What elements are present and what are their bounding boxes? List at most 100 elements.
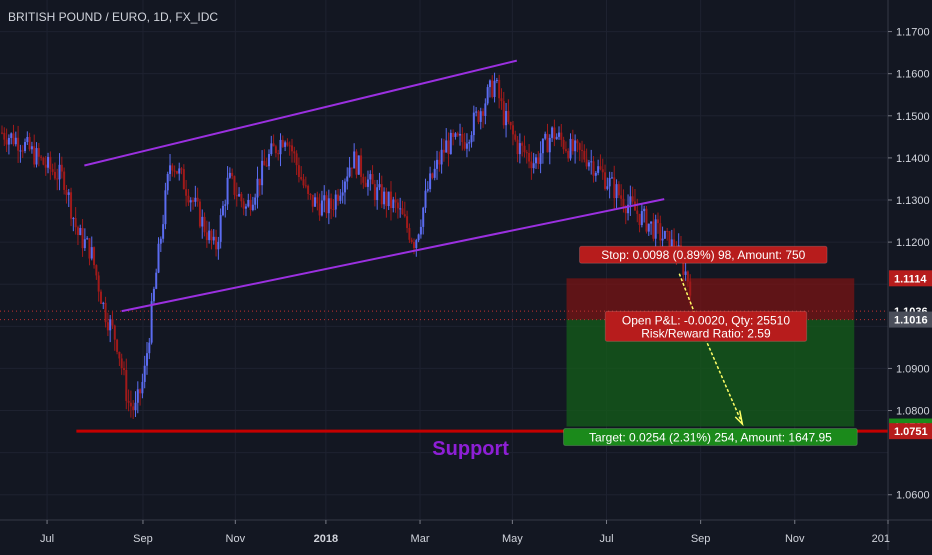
candle-body — [337, 194, 340, 201]
candle-body — [555, 136, 558, 140]
candle-body — [673, 239, 676, 252]
candle-body — [35, 148, 38, 165]
candle-body — [76, 227, 79, 236]
candle-body — [263, 160, 266, 166]
candle-body — [14, 137, 17, 145]
candle-body — [304, 185, 307, 187]
candle-body — [12, 133, 15, 145]
candle-body — [139, 389, 142, 394]
candle-body — [558, 132, 561, 137]
candle-body — [495, 80, 498, 82]
candle-body — [242, 201, 245, 209]
candle-body — [47, 156, 50, 168]
candle-body — [134, 402, 137, 411]
candle-body — [583, 150, 586, 160]
candle-body — [79, 228, 82, 236]
time-tick-label: Jul — [599, 533, 613, 545]
candle-body — [70, 192, 73, 219]
candle-body — [629, 196, 632, 205]
candle-body — [155, 272, 158, 289]
candle-body — [208, 230, 211, 241]
candle-body — [348, 167, 351, 177]
candle-body — [417, 234, 420, 241]
candle-body — [272, 143, 275, 147]
candle-body — [267, 154, 270, 167]
candle-body — [254, 197, 257, 205]
candle-body — [346, 176, 349, 182]
candle-body — [150, 301, 153, 343]
candle-body — [279, 139, 282, 155]
candle-body — [194, 197, 197, 202]
candle-body — [431, 173, 434, 178]
candle-body — [307, 185, 310, 194]
candle-body — [362, 176, 365, 183]
candle-body — [132, 406, 135, 411]
candle-body — [553, 127, 556, 140]
candle-body — [320, 200, 323, 216]
candle-body — [10, 133, 13, 138]
candle-body — [652, 221, 655, 239]
price-tick-label: 1.0800 — [896, 406, 930, 418]
candle-body — [378, 184, 381, 188]
candle-body — [470, 135, 473, 143]
candle-body — [201, 216, 204, 227]
candle-body — [518, 143, 521, 155]
candle-body — [415, 240, 418, 249]
candle-body — [141, 381, 144, 394]
price-tag-label: 1.1114 — [894, 273, 927, 285]
pnl-label-box — [604, 310, 808, 342]
candle-body — [238, 193, 241, 197]
candle-body — [178, 168, 181, 174]
candle-body — [371, 174, 374, 185]
price-tick-label: 1.1700 — [896, 27, 930, 39]
price-tick-label: 1.1200 — [896, 237, 930, 249]
candle-body — [569, 138, 572, 159]
candle-body — [479, 111, 482, 122]
candle-body — [109, 319, 112, 331]
candle-body — [659, 223, 662, 241]
candle-body — [37, 148, 40, 157]
candle-body — [249, 199, 252, 211]
candle-body — [617, 184, 620, 196]
projection-arrow — [678, 273, 744, 425]
candle-body — [295, 153, 298, 166]
candle-body — [104, 302, 107, 323]
candle-body — [166, 173, 169, 191]
candle-body — [452, 132, 455, 137]
candle-body — [663, 231, 666, 239]
candle-body — [316, 197, 319, 204]
candle-body — [297, 165, 300, 178]
candle-body — [567, 150, 570, 159]
candle-body — [594, 172, 597, 176]
pnl-label-text: Open P&L: -0.0020, Qty: 25510 — [622, 313, 790, 327]
candle-body — [590, 161, 593, 163]
candle-body — [537, 157, 540, 164]
candle-body — [385, 191, 388, 207]
candle-body — [433, 168, 436, 178]
candle-body — [171, 165, 174, 171]
candle-body — [357, 155, 360, 175]
candle-body — [205, 232, 208, 241]
candle-body — [638, 213, 641, 225]
candle-body — [571, 138, 574, 152]
candle-body — [95, 265, 98, 276]
candle-body — [353, 151, 356, 169]
candle-body — [429, 173, 432, 190]
price-tick-label: 1.1600 — [896, 69, 930, 81]
candle-body — [465, 143, 468, 149]
price-tick-label: 1.1500 — [896, 111, 930, 123]
labels-layer: Support Stop: 0.0098 (0.89%) 98, Amount: … — [432, 245, 858, 460]
candle-body — [502, 101, 505, 126]
candle-body — [122, 368, 125, 370]
candle-body — [350, 167, 353, 169]
candle-body — [203, 216, 206, 233]
candle-body — [93, 247, 96, 266]
candle-body — [410, 239, 413, 242]
candle-body — [120, 358, 123, 369]
candle-body — [401, 208, 404, 215]
candle-body — [684, 271, 687, 275]
candle-body — [647, 223, 650, 232]
candle-body — [532, 163, 535, 169]
candle-body — [477, 111, 480, 122]
candles-layer — [1, 72, 692, 419]
